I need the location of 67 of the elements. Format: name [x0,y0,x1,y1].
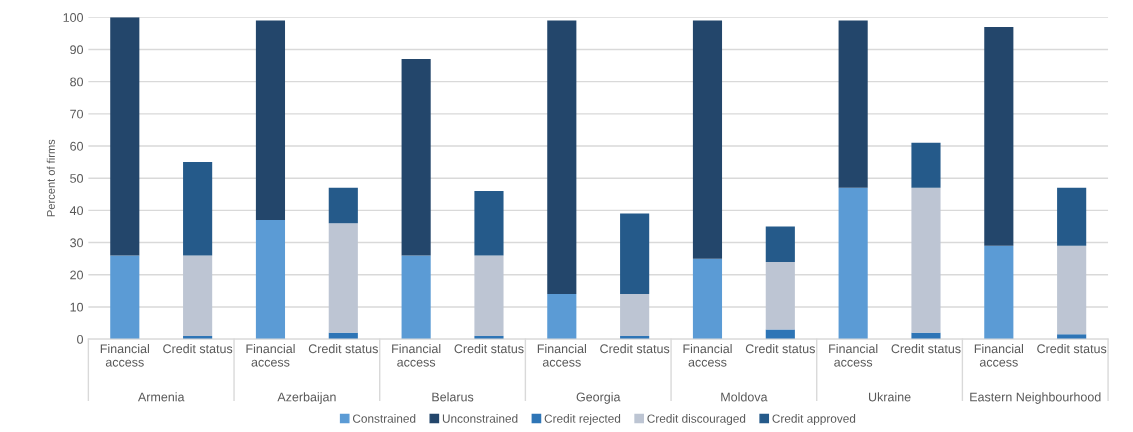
bar [547,20,577,295]
bar [110,17,140,256]
x-tick-label: Credit status [163,343,233,354]
y-tick-label: 80 [70,77,84,87]
bar [1057,187,1087,246]
bar [183,162,213,256]
legend-label: Unconstrained [442,414,518,423]
legend-label: Credit discouraged [647,414,746,426]
y-tick-label: 20 [70,270,84,280]
x-tick-label: Credit status [308,343,378,354]
bar [911,142,941,188]
bar [328,223,358,333]
text: Azerbaijan [277,392,336,404]
x-tick-label: Credit status [454,343,524,354]
bar [984,245,1014,340]
y-axis-title: Percent of firms [46,139,55,217]
bar [183,255,213,336]
y-tick-label: 10 [70,302,84,312]
x-tick-label: Credit status [1037,343,1107,354]
y-tick-label: 60 [70,141,84,151]
x-tick-label: Financial access [246,343,295,367]
bar [110,255,140,340]
x-tick-label: Financial access [829,343,878,367]
bar [765,329,795,340]
bar [620,294,650,336]
bar [474,191,504,256]
bar [765,261,795,330]
legend-label: Credit approved [772,414,856,426]
legend-label: Credit rejected [544,414,621,426]
bar [692,20,723,259]
x-tick-label: Credit status [891,343,961,354]
y-tick-label: 50 [70,174,84,183]
text: Armenia [137,392,185,402]
bar [692,258,723,340]
bar [401,255,431,340]
x-tick-label: Financial access [100,343,149,367]
bar [328,187,358,224]
y-tick-label: 40 [69,206,84,216]
text: Ukraine [869,392,911,402]
text: Moldova [721,392,768,402]
bar [255,220,286,340]
text: Eastern Neighbourhood [970,392,1101,404]
bar [1057,245,1087,335]
x-tick-label: Financial access [537,343,586,367]
text: Belarus [432,392,474,402]
bar [838,20,868,188]
x-tick-label: Credit status [600,343,670,354]
x-tick-label: Financial access [974,343,1023,367]
bar [838,187,868,340]
bar [547,294,577,340]
x-tick-label: Credit status [745,343,815,354]
bar [255,20,286,221]
bar [474,255,504,336]
y-tick-label: 90 [70,45,84,55]
bar [984,26,1014,246]
bar [911,187,941,333]
bar [620,213,650,295]
bar [401,59,431,256]
y-tick-label: 70 [70,109,84,119]
y-tick-label: 100 [63,13,84,22]
bar [765,226,795,262]
x-tick-label: Financial access [683,343,732,367]
y-tick-label: 30 [70,238,84,248]
text: Georgia [576,392,621,404]
y-tick-label: 0 [77,334,84,344]
legend-label: Constrained [352,414,416,423]
x-tick-label: Financial access [392,343,441,367]
